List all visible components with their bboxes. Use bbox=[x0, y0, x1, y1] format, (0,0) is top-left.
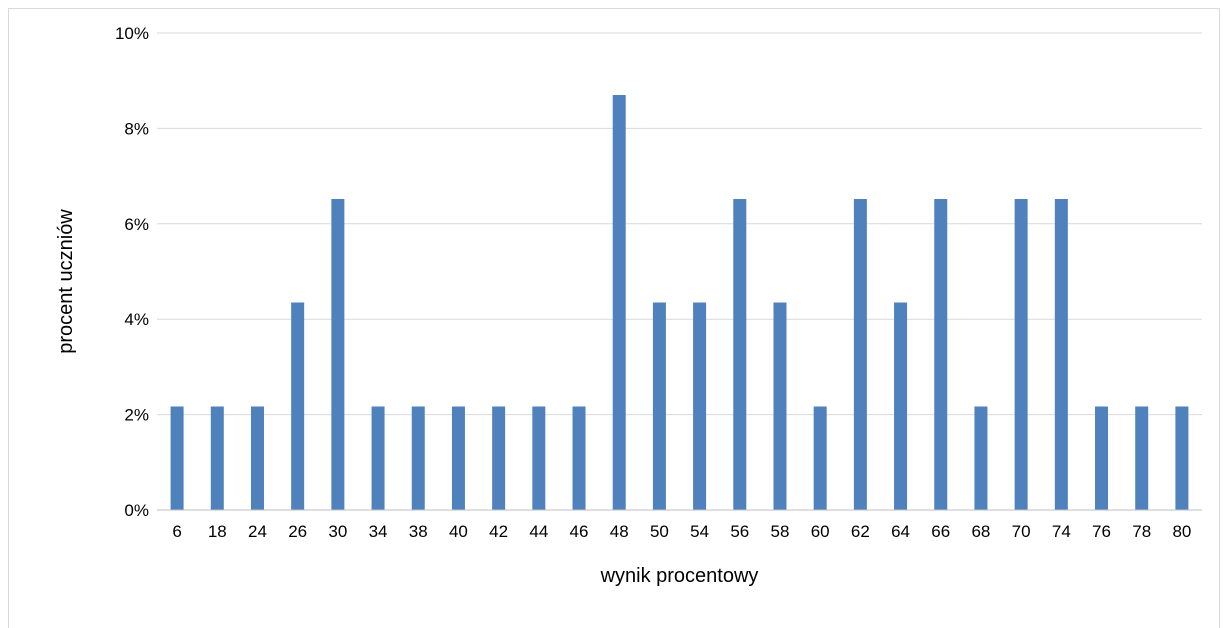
bar bbox=[612, 95, 626, 510]
x-tick-label: 26 bbox=[288, 522, 307, 541]
bar bbox=[1135, 406, 1149, 510]
x-tick-label: 56 bbox=[730, 522, 749, 541]
x-tick-label: 54 bbox=[690, 522, 709, 541]
x-tick-label: 24 bbox=[248, 522, 267, 541]
chart-frame bbox=[8, 8, 1220, 628]
x-tick-label: 78 bbox=[1132, 522, 1151, 541]
y-tick-label: 2% bbox=[124, 406, 149, 425]
bar bbox=[813, 406, 827, 510]
y-axis-title: procent uczniów bbox=[55, 209, 77, 354]
bar bbox=[170, 406, 184, 510]
bar bbox=[291, 302, 305, 510]
x-tick-label: 34 bbox=[369, 522, 388, 541]
bar bbox=[331, 198, 345, 510]
bar bbox=[532, 406, 546, 510]
bar bbox=[1175, 406, 1189, 510]
y-tick-labels: 0% 2% 4% 6% 8% 10% bbox=[115, 24, 149, 520]
x-tick-label: 62 bbox=[851, 522, 870, 541]
y-tick-label: 8% bbox=[124, 119, 149, 138]
x-tick-label: 76 bbox=[1092, 522, 1111, 541]
bar bbox=[652, 302, 666, 510]
bar bbox=[1014, 198, 1028, 510]
bar bbox=[250, 406, 264, 510]
x-tick-label: 18 bbox=[208, 522, 227, 541]
x-tick-label: 44 bbox=[529, 522, 548, 541]
bar bbox=[974, 406, 988, 510]
bar bbox=[492, 406, 506, 510]
y-tick-label: 6% bbox=[124, 215, 149, 234]
x-tick-label: 68 bbox=[971, 522, 990, 541]
x-tick-label: 58 bbox=[771, 522, 790, 541]
bars bbox=[170, 95, 1189, 510]
bar bbox=[934, 198, 948, 510]
y-tick-label: 10% bbox=[115, 24, 149, 43]
x-tick-label: 66 bbox=[931, 522, 950, 541]
gridlines bbox=[157, 32, 1202, 416]
bar bbox=[693, 302, 707, 510]
bar bbox=[451, 406, 465, 510]
bar bbox=[853, 198, 867, 510]
y-tick-label: 0% bbox=[124, 501, 149, 520]
x-tick-label: 46 bbox=[570, 522, 589, 541]
bar bbox=[411, 406, 425, 510]
x-tick-labels: 6 18 24 26 30 34 38 40 42 44 46 48 50 54 56 58 60 62 64 66 6… bbox=[172, 522, 1191, 541]
x-tick-label: 48 bbox=[610, 522, 629, 541]
x-tick-label: 6 bbox=[172, 522, 181, 541]
bar bbox=[773, 302, 787, 510]
x-tick-label: 80 bbox=[1172, 522, 1191, 541]
x-tick-label: 42 bbox=[489, 522, 508, 541]
x-tick-label: 50 bbox=[650, 522, 669, 541]
x-axis-title: wynik procentowy bbox=[600, 565, 759, 587]
x-tick-label: 30 bbox=[328, 522, 347, 541]
bar bbox=[371, 406, 385, 510]
bar bbox=[572, 406, 586, 510]
x-tick-label: 38 bbox=[409, 522, 428, 541]
bar bbox=[1095, 406, 1109, 510]
x-tick-label: 60 bbox=[811, 522, 830, 541]
bar bbox=[733, 198, 747, 510]
x-tick-label: 70 bbox=[1012, 522, 1031, 541]
bar bbox=[1054, 198, 1068, 510]
bar bbox=[894, 302, 908, 510]
bar bbox=[210, 406, 224, 510]
x-tick-label: 64 bbox=[891, 522, 910, 541]
x-tick-label: 40 bbox=[449, 522, 468, 541]
x-tick-label: 74 bbox=[1052, 522, 1071, 541]
y-tick-label: 4% bbox=[124, 310, 149, 329]
